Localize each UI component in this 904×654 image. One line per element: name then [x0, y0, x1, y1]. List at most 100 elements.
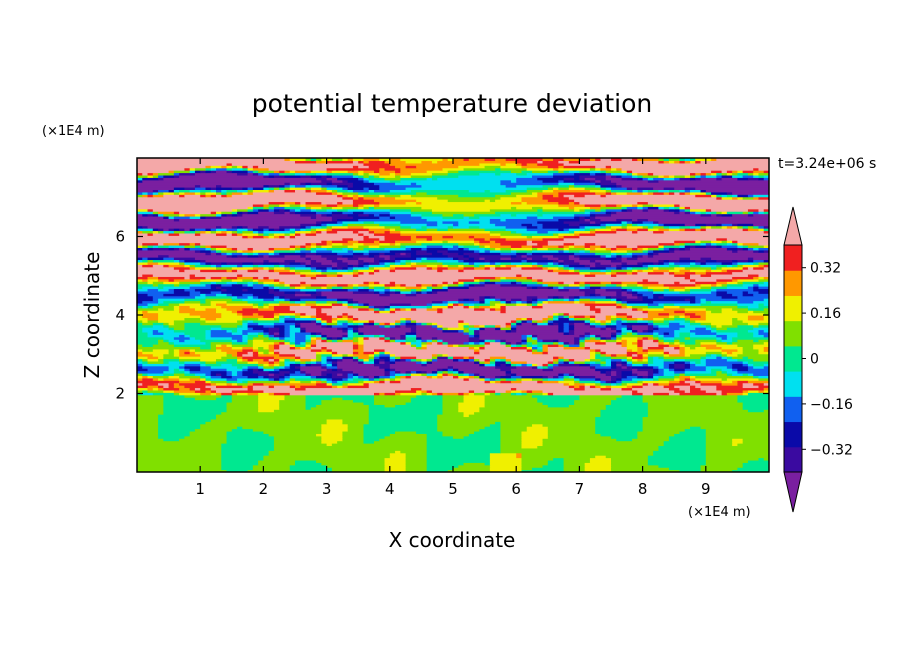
field-cell [732, 351, 744, 355]
field-cell [163, 385, 170, 389]
field-cell [400, 322, 407, 326]
field-cell [405, 401, 444, 405]
field-cell [516, 194, 538, 198]
field-cell [468, 334, 475, 338]
field-cell [268, 203, 280, 207]
field-cell [653, 252, 659, 256]
field-cell [258, 459, 296, 463]
field-cell [500, 445, 523, 449]
field-cell [216, 266, 233, 270]
field-cell [626, 327, 633, 331]
field-cell [342, 211, 354, 215]
field-cell [337, 358, 343, 362]
field-cell [358, 324, 365, 328]
field-cell [416, 327, 438, 331]
field-cell [600, 158, 612, 162]
field-cell [410, 399, 444, 403]
field-cell [747, 211, 754, 215]
field-cell [732, 259, 738, 263]
field-cell [173, 170, 191, 174]
field-cell [737, 249, 754, 253]
field-cell [226, 281, 238, 285]
field-cell [137, 346, 201, 350]
field-cell [363, 351, 375, 355]
field-cell [163, 228, 170, 232]
field-cell [690, 385, 696, 389]
field-cell [310, 293, 322, 297]
field-cell [537, 336, 575, 340]
field-cell [374, 348, 386, 352]
field-cell [163, 242, 180, 246]
field-cell [374, 269, 380, 273]
field-cell [437, 290, 586, 294]
field-cell [221, 286, 254, 290]
field-cell [389, 230, 401, 234]
field-cell [168, 244, 185, 248]
field-cell [258, 404, 280, 408]
field-cell [321, 401, 365, 405]
field-cell [668, 228, 681, 232]
field-cell [279, 208, 286, 212]
field-cell [374, 305, 386, 309]
field-cell [379, 351, 386, 355]
field-cell [226, 440, 275, 444]
field-cell [326, 360, 333, 364]
field-cell [316, 382, 328, 386]
field-cell [137, 329, 143, 333]
field-cell [584, 290, 596, 294]
field-cell [231, 397, 259, 401]
field-cell [647, 363, 665, 367]
field-cell [537, 295, 549, 299]
field-cell [647, 358, 654, 362]
field-cell [616, 327, 623, 331]
field-cell [284, 201, 296, 205]
field-cell [363, 160, 370, 164]
field-cell [626, 356, 633, 360]
field-cell [158, 317, 185, 321]
field-cell [316, 252, 338, 256]
field-cell [726, 191, 733, 195]
field-cell [194, 295, 207, 299]
field-cell [637, 203, 644, 207]
field-cell [363, 336, 370, 340]
field-cell [158, 433, 191, 437]
field-cell [374, 230, 386, 234]
field-cell [374, 281, 380, 285]
field-cell [605, 295, 612, 299]
field-cell [658, 447, 707, 451]
field-cell [352, 203, 359, 207]
field-cell [658, 312, 670, 316]
field-cell [542, 346, 549, 350]
field-cell [368, 404, 386, 408]
field-cell [295, 312, 301, 316]
field-cell [263, 298, 275, 302]
field-cell [690, 331, 696, 335]
field-cell [205, 230, 212, 234]
field-cell [426, 438, 501, 442]
field-cell [216, 302, 228, 306]
field-cell [310, 230, 317, 234]
field-cell [626, 271, 633, 275]
field-cell [226, 438, 275, 442]
field-cell [568, 358, 575, 362]
field-cell [437, 421, 496, 425]
field-cell [368, 322, 375, 326]
field-cell [510, 319, 517, 323]
field-cell [474, 298, 480, 302]
field-cell [310, 341, 317, 345]
field-cell [389, 433, 428, 437]
field-cell [374, 334, 380, 338]
field-cell [721, 211, 728, 215]
field-cell [237, 310, 296, 314]
field-cell [137, 196, 343, 200]
field-cell [695, 300, 702, 304]
field-cell [605, 336, 612, 340]
field-cell [247, 211, 259, 215]
field-cell [416, 182, 501, 186]
field-cell [595, 247, 607, 251]
field-cell [374, 240, 380, 244]
field-cell [416, 228, 428, 232]
field-cell [642, 363, 649, 367]
field-cell [711, 327, 717, 331]
field-cell [316, 230, 322, 234]
